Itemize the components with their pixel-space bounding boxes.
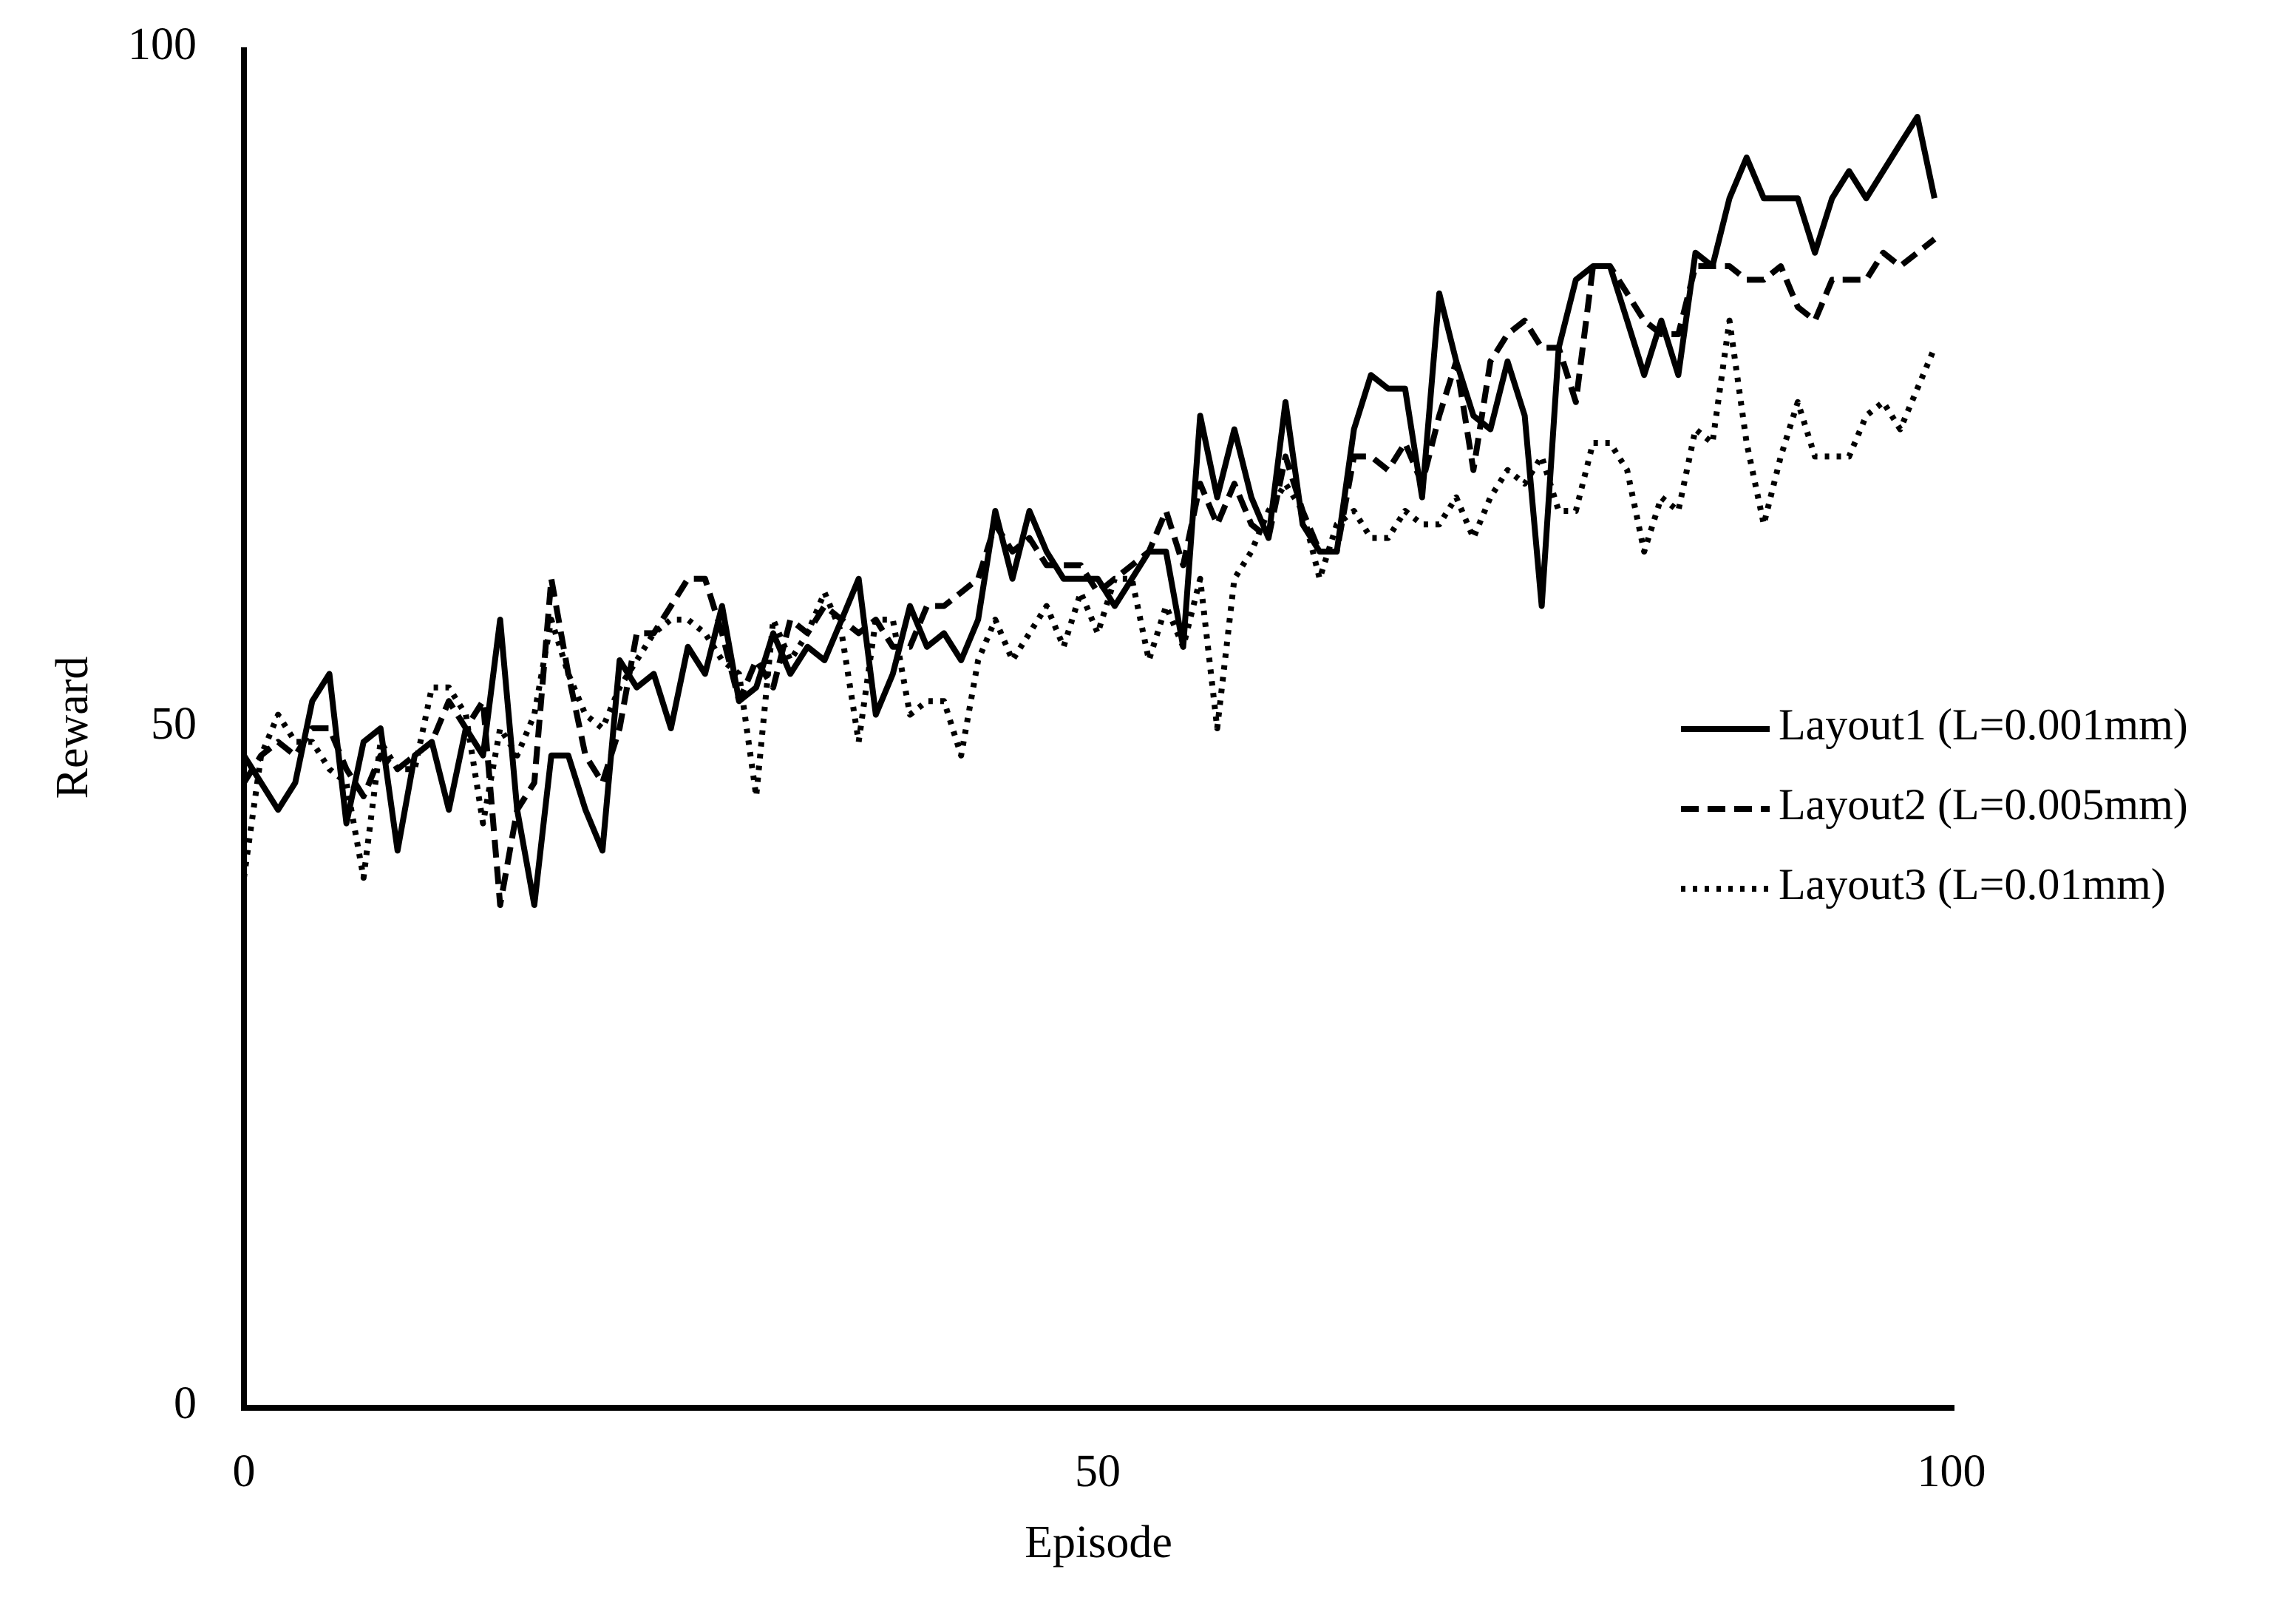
x-axis-label: Episode bbox=[1025, 1517, 1172, 1568]
series-line bbox=[241, 114, 1937, 908]
series-line bbox=[241, 237, 1937, 908]
y-axis-label: Reward bbox=[47, 657, 98, 799]
legend-label: Layout2 (L=0.005mm) bbox=[1779, 780, 2188, 829]
x-tick-label: 100 bbox=[1918, 1446, 1986, 1497]
y-tick-label: 100 bbox=[128, 19, 197, 70]
y-tick-label: 0 bbox=[174, 1378, 197, 1429]
legend-label: Layout1 (L=0.001mm) bbox=[1779, 700, 2188, 749]
legend-label: Layout3 (L=0.01mm) bbox=[1779, 860, 2166, 909]
x-tick-label: 0 bbox=[233, 1446, 256, 1497]
x-tick-label: 50 bbox=[1075, 1446, 1121, 1497]
y-tick-label: 50 bbox=[151, 699, 197, 749]
series-line bbox=[241, 317, 1937, 881]
